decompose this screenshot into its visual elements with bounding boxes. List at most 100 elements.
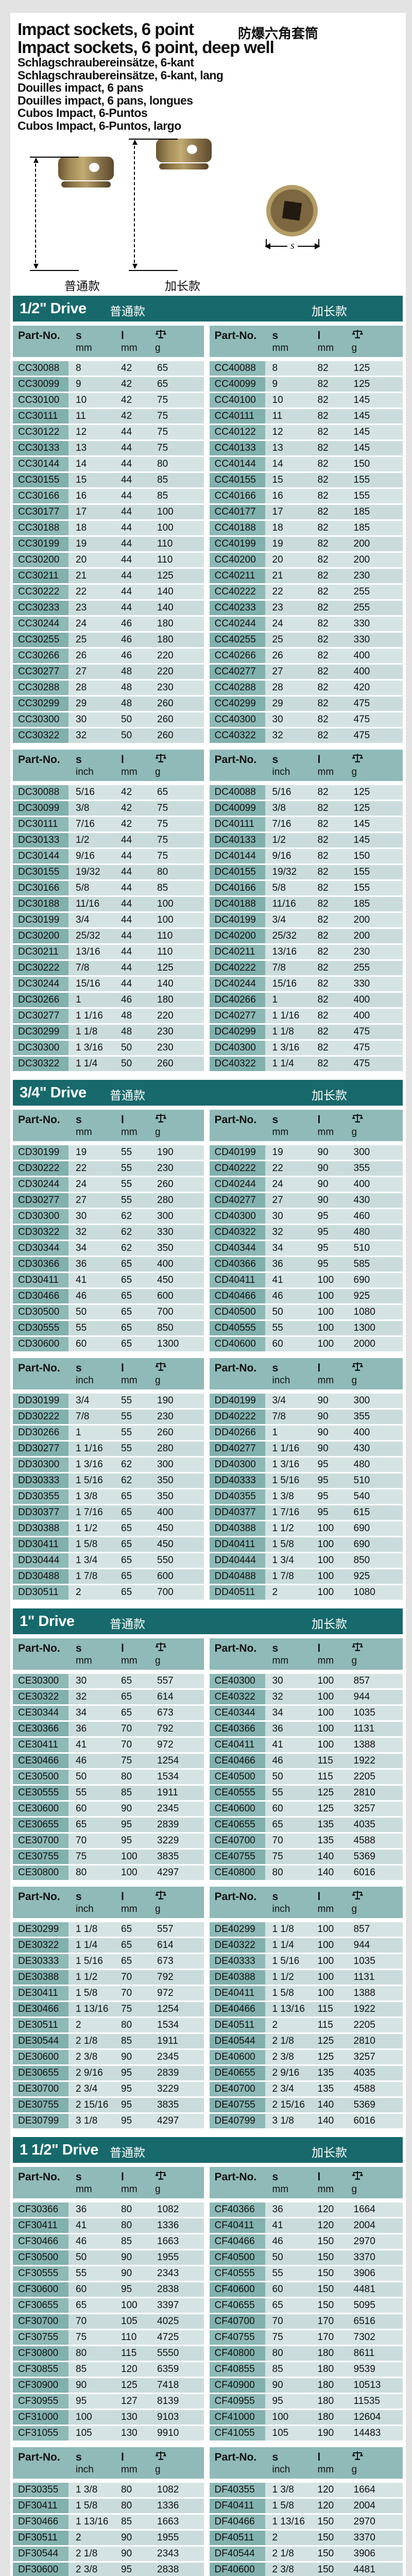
l-cell: 82 xyxy=(317,506,329,517)
s-cell: 41 xyxy=(76,2220,87,2231)
header-units-row: inch mm g xyxy=(210,1903,403,1916)
l-cell: 62 xyxy=(121,1459,132,1470)
weight-cell: 4035 xyxy=(353,2067,375,2078)
column-label-l: l xyxy=(121,1113,124,1126)
part-no-cell: CC30288 xyxy=(13,681,68,695)
s-cell: 75 xyxy=(272,2332,283,2343)
variant-label-deep: 加长款 xyxy=(312,1618,347,1631)
weight-cell: 400 xyxy=(353,994,370,1005)
part-no-cell: CC30099 xyxy=(13,377,68,392)
l-cell: 100 xyxy=(121,1851,138,1862)
part-no-cell: CD30466 xyxy=(13,1289,68,1303)
s-cell: 1 5/8 xyxy=(272,1988,294,1998)
socket-table-right: Part-No. s l inch mm g DD40199 3/4 90 300 DD40222 7… xyxy=(209,1358,403,1601)
table-block: Part-No. s l inch mm g DE30299 1 1/8 65 557 DE3032… xyxy=(13,1887,403,2130)
part-no-cell: CE30466 xyxy=(13,1754,68,1768)
weight-cell: 460 xyxy=(353,1211,370,1222)
s-cell: 9/16 xyxy=(76,851,95,861)
weight-cell: 450 xyxy=(157,1539,174,1550)
part-no-cell: DD40488 xyxy=(209,1569,265,1584)
weight-cell: 475 xyxy=(353,1042,370,1053)
l-cell: 150 xyxy=(317,2252,334,2263)
weight-cell: 145 xyxy=(353,395,370,405)
l-cell: 82 xyxy=(317,650,329,661)
weight-cell: 230 xyxy=(353,946,370,957)
socket-table-left: Part-No. s l inch mm g DE30299 1 1/8 65 557 DE3032… xyxy=(13,1887,204,2130)
l-cell: 75 xyxy=(121,2004,132,2014)
table-row: DD30444 1 3/4 65 550 xyxy=(13,1553,204,1568)
table-row: CF30700 70 105 4025 xyxy=(13,2314,204,2329)
column-label-s: s xyxy=(76,2451,82,2463)
l-cell: 90 xyxy=(121,1803,132,1814)
part-no-cell: DF30600 xyxy=(13,2563,68,2576)
table-block: Part-No. s l mm mm g CC30088 8 42 65 CC30099 9 42 65 C… xyxy=(13,326,403,744)
weight-cell: 400 xyxy=(353,1010,370,1021)
l-cell: 120 xyxy=(317,2220,334,2231)
l-cell: 90 xyxy=(121,2052,132,2062)
l-cell: 65 xyxy=(121,1571,132,1582)
weight-cell: 330 xyxy=(353,618,370,629)
table-row: DE30544 2 1/8 85 1911 xyxy=(13,2034,204,2048)
l-cell: 44 xyxy=(121,522,132,533)
s-cell: 50 xyxy=(76,2252,87,2263)
table-header: Part-No. s l mm mm g xyxy=(13,2167,204,2198)
weight-cell: 125 xyxy=(157,962,174,973)
weight-cell: 420 xyxy=(353,682,370,693)
weight-cell: 857 xyxy=(353,1675,370,1686)
s-cell: 55 xyxy=(272,1323,283,1333)
l-cell: 100 xyxy=(317,1539,334,1550)
l-cell: 82 xyxy=(317,867,329,877)
weight-cell: 614 xyxy=(157,1691,174,1702)
s-cell: 2 xyxy=(272,2532,278,2543)
weight-unit-label: g xyxy=(155,767,161,777)
s-cell: 65 xyxy=(76,2300,87,2311)
weight-cell: 185 xyxy=(353,506,370,517)
weight-cell: 673 xyxy=(157,1956,174,1967)
s-cell: 24 xyxy=(272,618,283,629)
table-row: CF31055 105 130 9910 xyxy=(13,2426,204,2441)
column-label-l: l xyxy=(121,329,124,342)
s-cell: 36 xyxy=(272,1723,283,1734)
table-row: CC40255 25 82 330 xyxy=(209,633,403,647)
title-lines: Impact sockets, 6 point Impact sockets, 6… xyxy=(18,20,406,132)
weight-cell: 110 xyxy=(157,930,173,941)
part-no-cell: CF40555 xyxy=(209,2266,265,2281)
l-cell: 70 xyxy=(121,1988,132,1998)
table-block: Part-No. s l inch mm g DF30355 1 3/8 80 1082 DF304… xyxy=(13,2447,403,2576)
l-cell: 82 xyxy=(317,1026,329,1037)
sections-container: 1/2" Drive 普通款 加长款 Part-No. s l mm mm g CC30088 8 4… xyxy=(10,296,406,2576)
s-cell: 14 xyxy=(76,459,87,469)
s-cell: 19 xyxy=(272,538,283,549)
s-cell: 2 3/4 xyxy=(272,2083,294,2094)
table-row: DC40199 3/4 82 200 xyxy=(209,913,403,927)
table-row: DF30466 1 13/16 85 1663 xyxy=(13,2515,204,2529)
l-cell: 125 xyxy=(317,1787,334,1798)
column-label-s: s xyxy=(76,1642,82,1654)
weight-cell: 300 xyxy=(353,1395,370,1406)
table-row: DC30211 13/16 44 110 xyxy=(13,945,204,959)
s-cell: 41 xyxy=(272,2220,283,2231)
table-row: DD30411 1 5/8 65 450 xyxy=(13,1537,204,1552)
s-cell: 11/16 xyxy=(76,899,100,909)
table-row: CF31000 100 130 9103 xyxy=(13,2410,204,2425)
table-row: DC40144 9/16 82 150 xyxy=(209,849,403,863)
weight-cell: 200 xyxy=(353,538,370,549)
weight-cell: 2970 xyxy=(353,2516,375,2527)
weight-cell: 600 xyxy=(157,1571,174,1582)
l-cell: 140 xyxy=(317,1851,334,1862)
column-label-l: l xyxy=(121,1890,124,1903)
column-label-l: l xyxy=(121,2171,124,2183)
header-row: Part-No. s l xyxy=(210,1113,403,1126)
table-row: CC30277 27 48 220 xyxy=(13,665,204,679)
l-cell: 82 xyxy=(317,363,329,374)
l-cell: 65 xyxy=(121,1555,132,1566)
part-no-cell: DC30188 xyxy=(13,897,68,911)
l-unit-label: mm xyxy=(317,1127,334,1138)
table-block: Part-No. s l mm mm g CD30199 19 55 190 CD30222 22 55… xyxy=(13,1110,403,1353)
table-row: DD40333 1 5/16 95 510 xyxy=(209,1473,403,1488)
table-row: DC30111 7/16 42 75 xyxy=(13,817,204,832)
part-no-cell: DC30099 xyxy=(13,801,68,816)
socket-table-right: Part-No. s l mm mm g CE40300 30 100 857 CE40322 32 1… xyxy=(209,1638,403,1882)
l-cell: 95 xyxy=(121,2284,132,2295)
l-cell: 82 xyxy=(317,427,329,437)
